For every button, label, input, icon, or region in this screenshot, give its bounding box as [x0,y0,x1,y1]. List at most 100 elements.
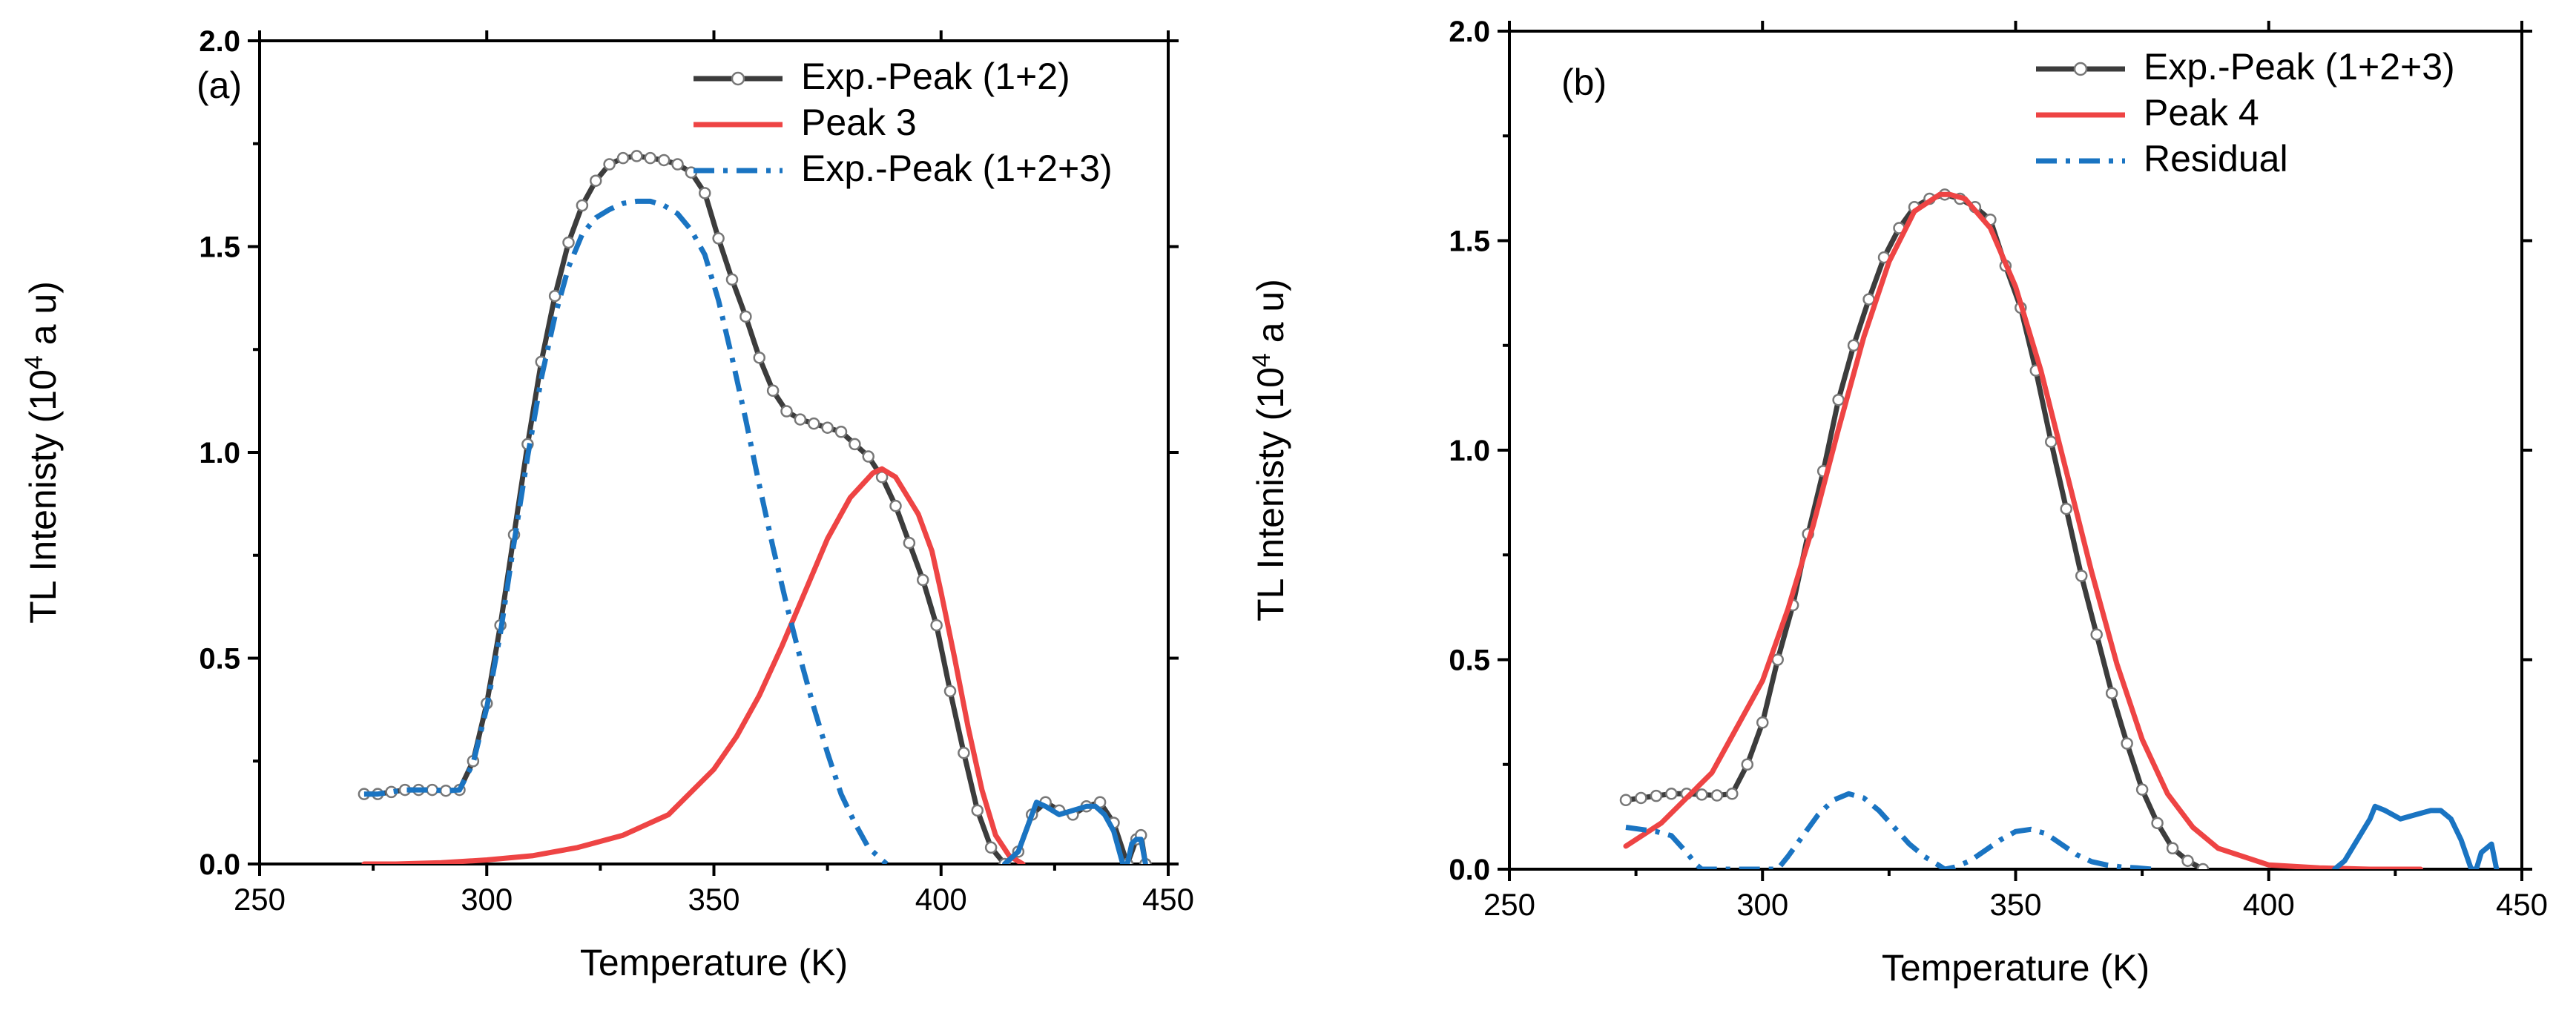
data-point [2181,854,2194,867]
data-point [671,158,684,171]
data-point [834,426,848,438]
legend-label: Exp.-Peak (1+2+3) [2144,46,2455,88]
x-tick-label: 400 [915,882,967,917]
panel-a: 250 300 350 400 450 0.0 0.5 1.0 1.5 2.0 Temperatur… [20,25,1194,983]
y-tick-label: 2.0 [1449,16,1490,48]
data-point [971,804,984,817]
data-point [958,746,970,759]
x-axis-title: Temperature (K) [580,942,848,983]
series-group [358,150,1152,864]
data-point [1619,794,1633,807]
data-point [2135,783,2149,796]
y-tick-label: 0.0 [1449,854,1490,886]
data-point [930,619,943,632]
data-point [753,352,765,364]
data-point [699,187,711,199]
data-point [2045,435,2058,448]
y-axis-title-tail: a u) [1250,279,1291,353]
series-line-2 [363,198,889,864]
panel-label: (b) [1561,62,1607,103]
series-group [1619,188,2500,869]
series-line-3 [2332,803,2500,869]
data-point [943,685,957,698]
data-point [657,154,671,167]
data-point [917,573,929,587]
data-point [2166,842,2179,854]
data-point [630,150,643,162]
x-tick-label: 250 [1483,887,1535,922]
data-point [1756,716,1769,729]
data-point [849,438,861,451]
data-point [590,174,602,187]
data-point [644,151,656,165]
series-line-1 [361,466,1026,864]
legend-label: Peak 3 [801,102,917,143]
y-tick-label: 0.5 [199,643,240,676]
panel-b: 250 300 350 400 450 0.0 0.5 1.0 1.5 2.0 Temperatur… [1248,16,2548,989]
data-point [426,783,438,797]
legend-marker [731,71,745,86]
data-point [616,151,630,165]
x-tick-label: 450 [1142,882,1194,917]
x-tick-label: 450 [2496,887,2548,922]
data-point [2105,687,2118,699]
y-tick-label: 0.5 [1449,644,1490,677]
data-point [562,236,575,249]
legend-label: Exp.-Peak (1+2+3) [801,148,1113,189]
plot-frame [1508,30,2523,871]
data-point [603,158,616,171]
data-point [1710,789,1724,802]
data-point [766,384,780,397]
series-line-0 [361,153,1148,864]
data-point [1741,758,1754,771]
series-line-2 [1625,791,2153,869]
legend: Exp.-Peak (1+2) Peak 3 Exp.-Peak (1+2+3) [694,56,1113,189]
data-point [821,421,834,434]
data-point [1862,293,1875,306]
data-point [439,784,452,797]
data-point [1847,339,1860,352]
y-tick-label: 0.0 [199,848,240,881]
data-point [1696,788,1708,801]
panel-label: (a) [197,65,242,106]
x-tick-label: 300 [461,882,513,917]
y-axis-title-main: TL Intenisty (10 [22,369,64,624]
x-tick-label: 300 [1736,887,1788,922]
x-axis-title: Temperature (K) [1882,947,2150,989]
data-point [2151,817,2164,830]
data-point [2075,570,2088,582]
data-point [808,417,820,430]
x-tick-label: 400 [2243,887,2295,922]
data-point [780,405,793,418]
y-tick-label: 1.5 [199,231,240,264]
data-point [548,289,561,303]
data-point [903,536,916,550]
legend-label: Peak 4 [2144,92,2259,133]
data-point [739,310,752,323]
data-point [576,199,589,212]
x-tick-label: 350 [688,882,739,917]
x-tick-label: 350 [1989,887,2041,922]
y-tick-label: 1.5 [1449,225,1490,258]
data-point [2196,863,2210,869]
y-axis-title-main: TL Intenisty (10 [1250,367,1291,621]
legend-marker [2073,62,2088,76]
data-point [1726,788,1739,800]
data-point [1650,789,1663,802]
legend-label: Residual [2144,138,2288,179]
series-line-3 [1002,799,1148,864]
data-point [2090,628,2103,641]
data-point [889,499,902,512]
data-point [984,841,998,854]
data-point [2121,737,2133,750]
data-point [1635,791,1647,805]
data-point [1832,393,1845,406]
data-point [725,273,739,286]
y-axis-title-sup: 4 [20,355,48,369]
y-tick-label: 1.0 [199,437,240,469]
y-tick-label: 1.0 [1449,435,1490,467]
x-tick-label: 250 [234,882,286,917]
legend-label: Exp.-Peak (1+2) [801,56,1070,97]
